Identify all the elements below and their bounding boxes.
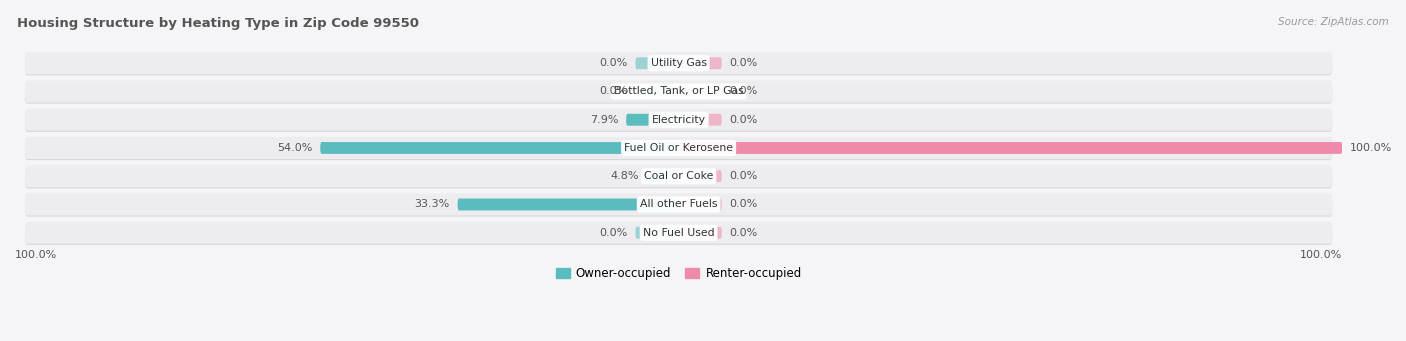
FancyBboxPatch shape (679, 170, 721, 182)
FancyBboxPatch shape (25, 53, 1333, 75)
Text: 0.0%: 0.0% (599, 228, 627, 238)
FancyBboxPatch shape (679, 86, 721, 98)
Text: 0.0%: 0.0% (730, 199, 758, 209)
Text: Source: ZipAtlas.com: Source: ZipAtlas.com (1278, 17, 1389, 27)
FancyBboxPatch shape (321, 142, 679, 154)
FancyBboxPatch shape (679, 198, 721, 210)
Text: 33.3%: 33.3% (415, 199, 450, 209)
FancyBboxPatch shape (25, 195, 1333, 217)
FancyBboxPatch shape (25, 137, 1333, 159)
FancyBboxPatch shape (25, 110, 1333, 132)
Text: All other Fuels: All other Fuels (640, 199, 717, 209)
FancyBboxPatch shape (679, 142, 1343, 154)
FancyBboxPatch shape (647, 170, 679, 182)
FancyBboxPatch shape (25, 193, 1333, 216)
Text: 0.0%: 0.0% (599, 58, 627, 68)
Text: Utility Gas: Utility Gas (651, 58, 707, 68)
Text: Housing Structure by Heating Type in Zip Code 99550: Housing Structure by Heating Type in Zip… (17, 17, 419, 30)
FancyBboxPatch shape (25, 80, 1333, 103)
FancyBboxPatch shape (636, 227, 679, 239)
Text: 100.0%: 100.0% (1350, 143, 1392, 153)
Legend: Owner-occupied, Renter-occupied: Owner-occupied, Renter-occupied (551, 262, 807, 284)
Text: 0.0%: 0.0% (730, 171, 758, 181)
Text: 4.8%: 4.8% (610, 171, 638, 181)
Text: 54.0%: 54.0% (277, 143, 312, 153)
Text: 100.0%: 100.0% (1301, 250, 1343, 260)
FancyBboxPatch shape (636, 86, 679, 98)
Text: 0.0%: 0.0% (730, 228, 758, 238)
FancyBboxPatch shape (25, 166, 1333, 188)
Text: 0.0%: 0.0% (599, 87, 627, 97)
Text: 100.0%: 100.0% (15, 250, 58, 260)
Text: 0.0%: 0.0% (730, 58, 758, 68)
Text: 0.0%: 0.0% (730, 115, 758, 125)
Text: Bottled, Tank, or LP Gas: Bottled, Tank, or LP Gas (614, 87, 744, 97)
FancyBboxPatch shape (679, 114, 721, 126)
FancyBboxPatch shape (636, 57, 679, 69)
FancyBboxPatch shape (25, 223, 1333, 245)
FancyBboxPatch shape (626, 114, 679, 126)
Text: Electricity: Electricity (651, 115, 706, 125)
FancyBboxPatch shape (457, 198, 679, 210)
Text: Coal or Coke: Coal or Coke (644, 171, 713, 181)
FancyBboxPatch shape (679, 227, 721, 239)
Text: 0.0%: 0.0% (730, 87, 758, 97)
FancyBboxPatch shape (25, 222, 1333, 244)
FancyBboxPatch shape (25, 109, 1333, 131)
FancyBboxPatch shape (25, 138, 1333, 160)
FancyBboxPatch shape (25, 81, 1333, 104)
Text: No Fuel Used: No Fuel Used (643, 228, 714, 238)
FancyBboxPatch shape (25, 165, 1333, 187)
Text: Fuel Oil or Kerosene: Fuel Oil or Kerosene (624, 143, 733, 153)
Text: 7.9%: 7.9% (589, 115, 619, 125)
FancyBboxPatch shape (25, 52, 1333, 74)
FancyBboxPatch shape (679, 57, 721, 69)
